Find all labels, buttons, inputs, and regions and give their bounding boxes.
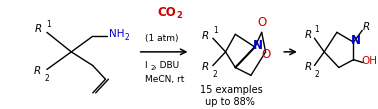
Text: R: R [202,31,209,41]
Text: R: R [35,24,42,34]
Text: N: N [253,39,263,52]
Text: R: R [362,22,370,32]
Text: 1: 1 [46,20,51,29]
Text: 15 examples: 15 examples [200,85,263,95]
Text: 2: 2 [177,11,183,20]
Text: N: N [350,34,361,47]
Text: , DBU: , DBU [154,61,180,70]
Text: 2: 2 [45,74,50,83]
Text: R: R [305,30,312,40]
Text: 2: 2 [213,70,218,79]
Text: 2: 2 [150,66,155,72]
Text: (1 atm): (1 atm) [146,34,179,43]
Text: 2: 2 [125,33,130,42]
Text: R: R [202,62,209,72]
Text: OH: OH [361,56,377,66]
Text: O: O [262,48,271,61]
Text: 1: 1 [213,26,218,35]
Text: up to 88%: up to 88% [205,97,255,107]
Text: 1: 1 [314,25,319,34]
Text: NH: NH [109,29,125,39]
Text: CO: CO [157,6,176,19]
Text: I: I [144,61,147,70]
Text: O: O [258,16,267,29]
Text: 2: 2 [314,70,319,79]
Text: MeCN, rt: MeCN, rt [144,75,184,84]
Text: R: R [305,62,312,72]
Text: R: R [34,66,42,76]
